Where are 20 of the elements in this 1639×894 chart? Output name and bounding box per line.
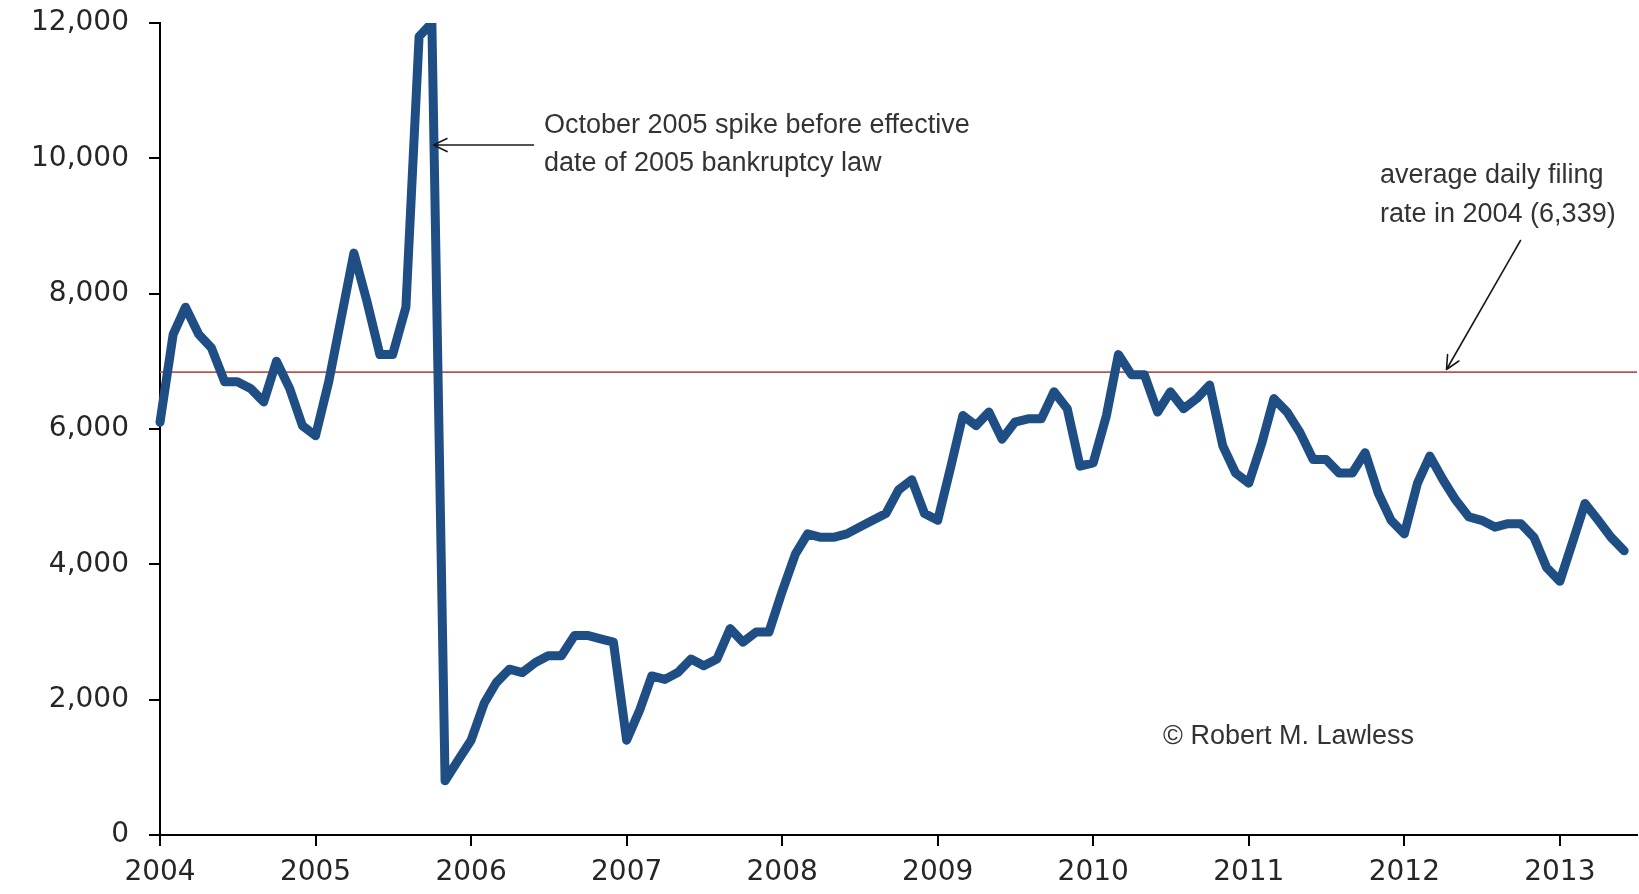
y-tick-label: 12,000 xyxy=(31,4,129,38)
x-tick-label: 2009 xyxy=(902,854,974,888)
x-tick-label: 2012 xyxy=(1368,854,1440,888)
x-tick-label: 2007 xyxy=(590,854,663,888)
x-tick-label: 2013 xyxy=(1524,854,1596,888)
y-tick-label: 8,000 xyxy=(48,274,129,308)
y-tick-label: 2,000 xyxy=(48,680,129,714)
y-tick-label: 0 xyxy=(111,816,129,850)
y-tick-label: 10,000 xyxy=(31,139,129,173)
x-tick-label: 2010 xyxy=(1057,854,1129,888)
annotation: average daily filing rate in 2004 (6,339) xyxy=(1380,158,1616,228)
y-tick-label: 6,000 xyxy=(48,410,129,444)
annotation: October 2005 spike before effective date of 2005 bankruptcy law xyxy=(543,109,970,178)
x-tick-label: 2004 xyxy=(124,854,196,888)
x-tick-label: 2008 xyxy=(746,854,818,888)
x-tick-label: 2005 xyxy=(279,854,352,888)
annotation: © Robert M. Lawless xyxy=(1163,720,1414,751)
y-tick-label: 4,000 xyxy=(48,545,129,579)
x-tick-label: 2006 xyxy=(435,854,507,888)
x-tick-label: 2011 xyxy=(1213,854,1285,888)
